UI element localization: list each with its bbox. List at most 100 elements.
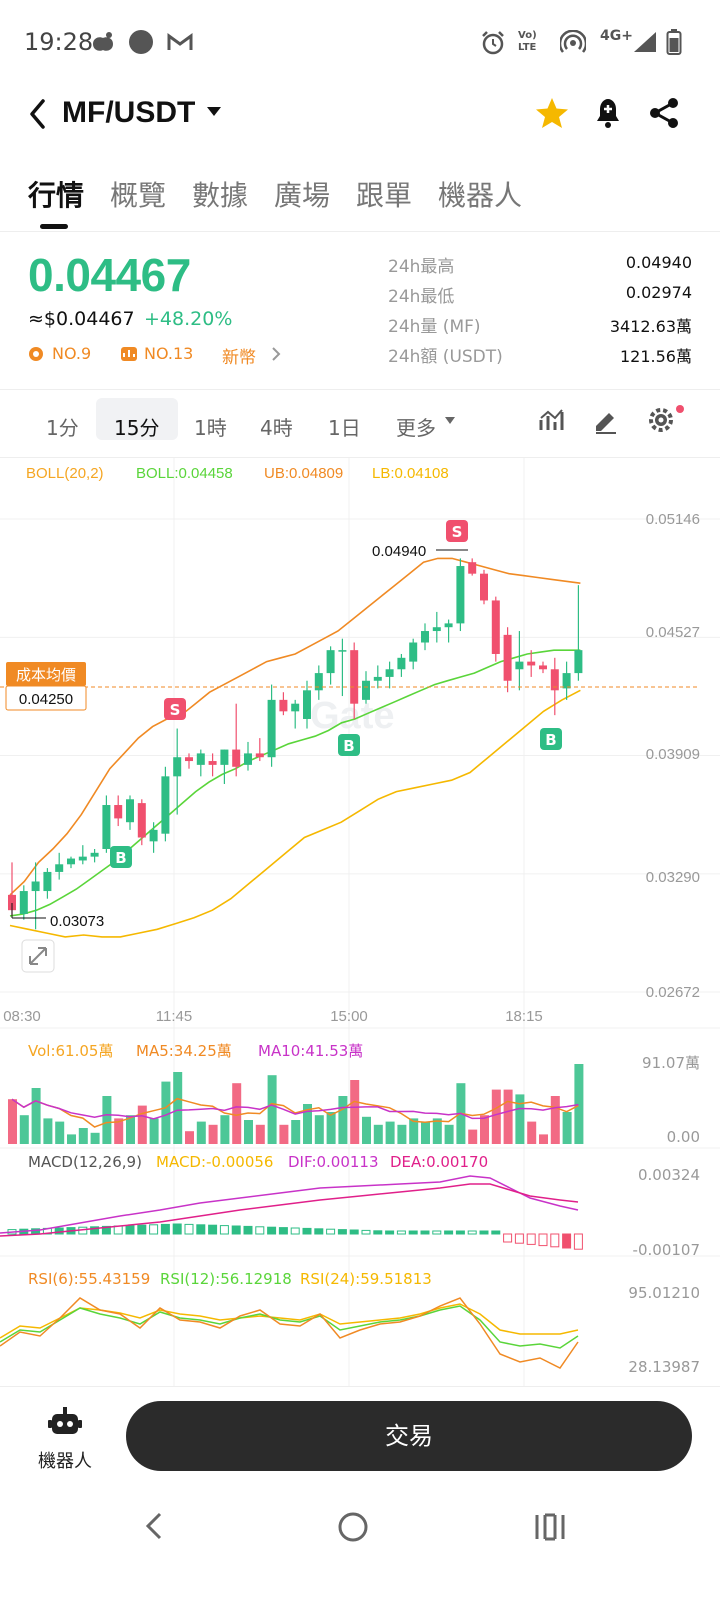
bell-plus-icon[interactable] (592, 94, 624, 130)
robot-button-label[interactable]: 機器人 (38, 1451, 92, 1472)
macd-bar (396, 1230, 406, 1235)
macd-bar (149, 1224, 159, 1235)
system-nav-bar (0, 1496, 720, 1600)
expand-chart-icon[interactable] (21, 939, 55, 973)
status-time: 19:28 (24, 28, 94, 56)
time-axis-label-1: 08:30 (3, 1008, 41, 1025)
avg-cost-title-bg (6, 662, 86, 686)
candle-body (444, 623, 453, 628)
trade-marker-sell-2[interactable]: S (446, 520, 468, 542)
vol-axis-bottom: 0.00 (667, 1128, 700, 1146)
macd-dea-line (0, 1183, 579, 1237)
dropdown-caret-icon[interactable] (206, 106, 222, 118)
volume-bar (137, 1105, 147, 1144)
rank-badge-1[interactable]: NO.9 (52, 344, 92, 363)
volume-bar (220, 1115, 230, 1144)
rank-badge-2[interactable]: NO.13 (144, 344, 194, 363)
volume-bar (550, 1096, 560, 1144)
trade-marker-buy-1[interactable]: B (110, 846, 132, 868)
stat-value-high: 0.04940 (625, 253, 692, 272)
vol-ma5-label: MA5:34.25萬 (136, 1042, 232, 1060)
more-caret-icon[interactable] (444, 416, 456, 426)
new-coin-tag[interactable]: 新幣 (222, 348, 256, 368)
candle-body (185, 757, 193, 762)
draw-pencil-icon[interactable] (592, 406, 620, 434)
timeframe-1h[interactable]: 1時 (194, 416, 227, 440)
kline-chart[interactable]: BOLL(20,2) BOLL:0.04458 UB:0.04809 LB:0.… (0, 458, 720, 1386)
timeframe-15m[interactable]: 15分 (114, 416, 160, 440)
header-bar: MF/USDT (0, 84, 720, 146)
volume-bar (19, 1115, 29, 1144)
macd-bar (562, 1233, 572, 1249)
pair-selector[interactable]: MF/USDT (62, 96, 195, 130)
volume-bar (8, 1099, 17, 1144)
candle-body (491, 600, 500, 654)
stat-value-turnover: 121.56萬 (620, 347, 692, 366)
vol-ma10-label: MA10:41.53萬 (258, 1042, 363, 1060)
tab-data[interactable]: 數據 (192, 179, 249, 212)
volte-icon: Vo) LTE (518, 30, 537, 53)
volume-bar (279, 1124, 289, 1144)
tab-square[interactable]: 廣場 (274, 179, 331, 212)
candle-body (267, 699, 276, 758)
volume-bar (503, 1089, 513, 1144)
rsi6-label: RSI(6):55.43159 (28, 1270, 150, 1288)
hotspot-icon (560, 30, 586, 53)
trade-button[interactable]: 交易 (126, 1401, 692, 1471)
volume-bar (31, 1088, 41, 1144)
tab-overview[interactable]: 概覽 (110, 179, 167, 212)
candle-body (90, 852, 99, 857)
settings-gear-icon[interactable] (646, 404, 686, 436)
volume-bar (244, 1120, 253, 1144)
chart-rank-icon (121, 347, 137, 361)
pair-title: MF/USDT (62, 96, 196, 129)
avg-cost-value: 0.04250 (19, 691, 73, 708)
candle-body (149, 829, 158, 842)
candle-body (114, 805, 123, 819)
macd-bar (467, 1230, 477, 1235)
candle-body (515, 661, 524, 670)
indicator-icon[interactable] (538, 406, 566, 434)
trade-marker-sell-1[interactable]: S (164, 698, 186, 720)
nav-recents-icon[interactable] (534, 1512, 566, 1542)
candle-body (574, 650, 583, 674)
candle-body (397, 657, 406, 670)
tab-market[interactable]: 行情 (28, 179, 85, 212)
trade-marker-buy-2[interactable]: B (338, 734, 360, 756)
macd-bar (267, 1226, 277, 1235)
alarm-icon (482, 31, 504, 55)
macd-bar (278, 1227, 288, 1235)
price-axis-label-4: 0.03290 (646, 869, 700, 886)
macd-dea: DEA:0.00170 (390, 1153, 488, 1171)
macd-bar (90, 1226, 100, 1235)
chevron-right-icon[interactable] (270, 346, 282, 362)
tab-copy-trading[interactable]: 跟單 (356, 179, 413, 212)
volume-bar (173, 1072, 183, 1144)
rsi-axis-bottom: 28.13987 (628, 1358, 700, 1376)
star-icon[interactable] (534, 96, 570, 130)
low-price-annotation: 0.03073 (50, 913, 104, 930)
share-icon[interactable] (648, 96, 680, 130)
trade-marker-buy-3[interactable]: B (540, 728, 562, 750)
robot-icon[interactable] (48, 1405, 82, 1439)
candle-body (67, 858, 75, 865)
timeframe-4h[interactable]: 4時 (260, 416, 293, 440)
timeframe-1d[interactable]: 1日 (328, 416, 361, 440)
macd-bar (255, 1226, 265, 1235)
candle-body (303, 690, 311, 719)
timeframe-selector: 1分 15分 1時 4時 1日 更多 (0, 390, 720, 458)
back-icon[interactable] (26, 98, 50, 130)
timeframe-1m[interactable]: 1分 (46, 416, 79, 440)
nav-home-icon[interactable] (336, 1510, 370, 1544)
timeframe-more[interactable]: 更多 (396, 416, 436, 440)
stat-label-volume: 24h量 (MF) (388, 317, 481, 337)
tab-bots[interactable]: 機器人 (438, 179, 523, 212)
boll-lower-line (9, 689, 581, 938)
volume-bar (43, 1118, 53, 1144)
rsi6-line (0, 1297, 579, 1369)
price-axis-label-5: 0.02672 (646, 984, 700, 1001)
nav-back-icon[interactable] (142, 1510, 168, 1542)
rsi12-label: RSI(12):56.12918 (160, 1270, 292, 1288)
selected-timeframe-bg (96, 398, 178, 440)
volume-bar (291, 1120, 301, 1144)
